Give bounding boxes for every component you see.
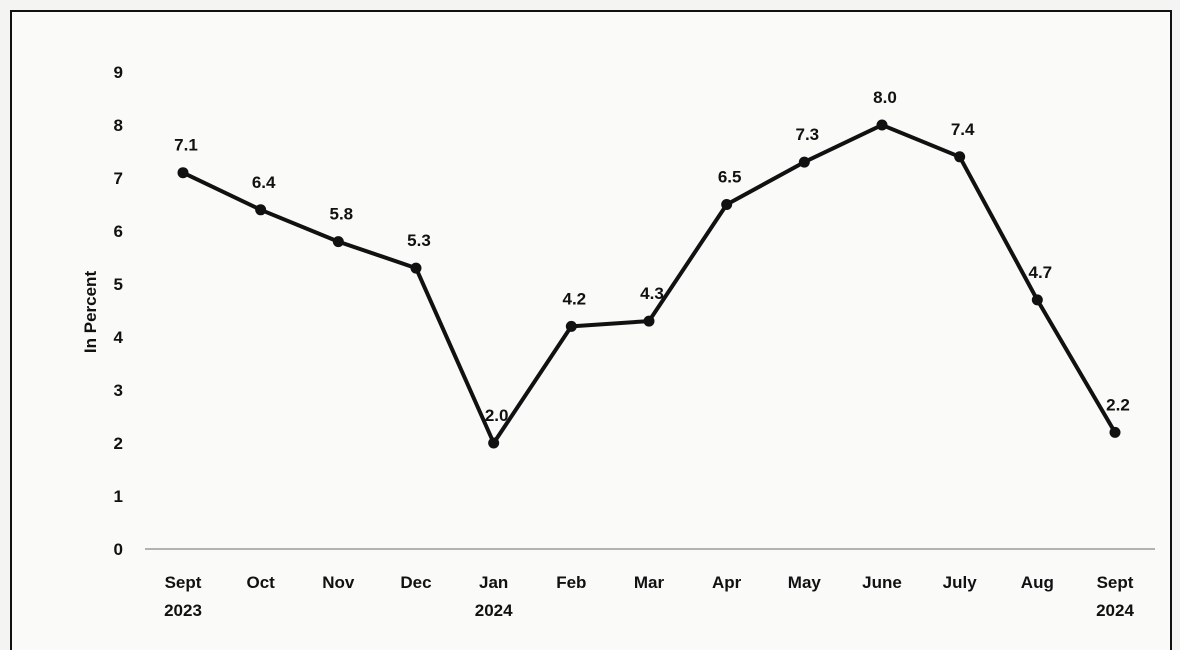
y-tick-label: 0: [114, 540, 123, 559]
x-tick-label: Nov: [322, 573, 355, 592]
x-tick-year-label: 2023: [164, 601, 202, 620]
x-tick-label: July: [943, 573, 978, 592]
data-label: 6.5: [718, 168, 742, 187]
y-tick-label: 6: [114, 222, 123, 241]
data-labels: 7.1 6.4 5.8 5.3 2.0 4.2 4.3 6.5 7.3 8.0 7.4 4.7 2.2: [174, 88, 1130, 425]
data-point: [177, 167, 189, 179]
x-tick-label: June: [862, 573, 902, 592]
data-point: [798, 156, 810, 168]
data-label: 4.7: [1029, 263, 1053, 282]
data-label: 2.2: [1106, 395, 1130, 414]
y-axis-label: In Percent: [81, 271, 100, 354]
data-point: [721, 199, 733, 210]
x-tick-label: May: [788, 573, 822, 592]
data-label: 5.3: [407, 231, 431, 250]
y-tick-label: 8: [114, 116, 123, 135]
data-point: [332, 236, 344, 248]
data-point: [1109, 426, 1121, 438]
x-tick-label: Jan: [479, 573, 508, 592]
x-tick-label: Aug: [1021, 573, 1054, 592]
y-tick-label: 7: [114, 169, 123, 188]
y-axis-ticks: 0 1 2 3 4 5 6 7 8 9: [114, 63, 124, 559]
x-tick-year-label: 2024: [475, 601, 513, 620]
data-point: [876, 119, 888, 131]
data-label: 7.3: [796, 125, 820, 144]
x-axis-ticks: Sept 2023 Oct Nov Dec Jan 2024 Feb Mar Apr May June…: [164, 573, 1134, 620]
data-points: [177, 119, 1121, 449]
data-point: [488, 437, 500, 449]
data-point: [410, 262, 422, 274]
data-point: [643, 315, 655, 327]
x-tick-label: Dec: [400, 573, 431, 592]
y-tick-label: 9: [114, 63, 123, 82]
data-label: 2.0: [485, 406, 509, 425]
data-label: 4.2: [563, 289, 587, 308]
x-tick-label: Feb: [556, 573, 586, 592]
x-tick-label: Oct: [246, 573, 275, 592]
data-label: 4.3: [640, 284, 664, 303]
y-tick-label: 3: [114, 381, 123, 400]
x-tick-label: Apr: [712, 573, 742, 592]
y-tick-label: 4: [114, 328, 124, 347]
data-point: [1031, 294, 1043, 306]
data-point: [954, 151, 966, 163]
y-tick-label: 5: [114, 275, 123, 294]
x-tick-label: Mar: [634, 573, 665, 592]
x-tick-label: Sept: [1097, 573, 1134, 592]
data-label: 8.0: [873, 88, 897, 107]
data-label: 5.8: [330, 205, 354, 224]
data-label: 6.4: [252, 173, 276, 192]
data-point: [565, 320, 577, 332]
data-point: [255, 204, 267, 216]
x-tick-year-label: 2024: [1096, 601, 1134, 620]
chart-frame: [10, 10, 1172, 650]
data-label: 7.1: [174, 136, 198, 155]
x-tick-label: Sept: [165, 573, 202, 592]
y-tick-label: 1: [114, 487, 123, 506]
data-label: 7.4: [951, 120, 975, 139]
y-tick-label: 2: [114, 434, 123, 453]
